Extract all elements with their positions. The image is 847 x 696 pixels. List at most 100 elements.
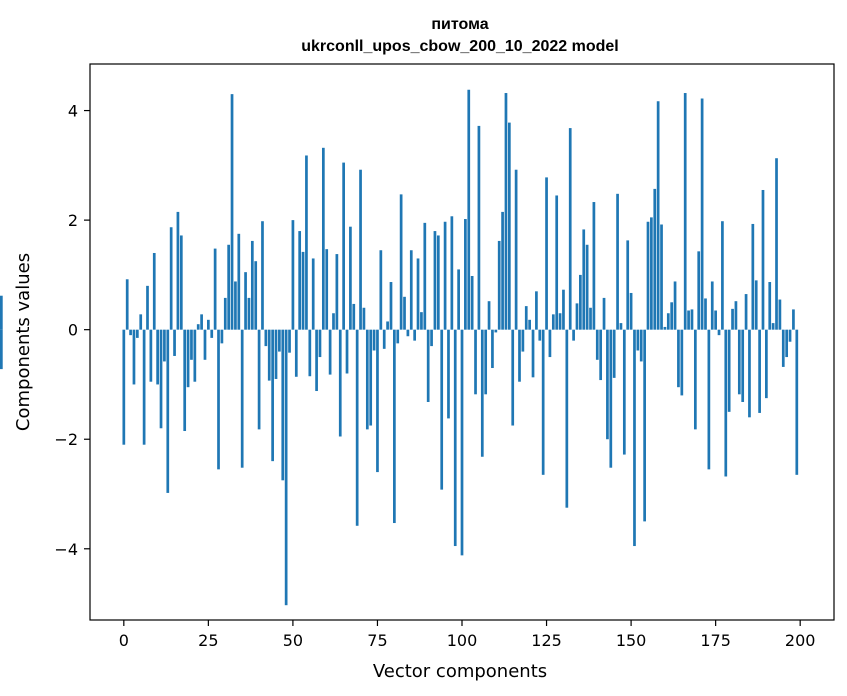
bar <box>609 329 613 468</box>
bar <box>562 289 565 330</box>
bar <box>433 231 437 330</box>
bar <box>555 195 559 330</box>
bar <box>622 329 626 455</box>
bar <box>376 329 379 473</box>
bar <box>369 329 373 426</box>
bar <box>179 235 183 330</box>
bar <box>409 250 413 330</box>
bar <box>132 329 136 385</box>
y-axis-label: Components values <box>13 253 34 431</box>
bar <box>528 319 531 330</box>
bar <box>629 292 633 330</box>
bar <box>308 329 312 377</box>
bar <box>420 312 423 330</box>
bar <box>470 275 474 330</box>
bar <box>650 217 653 330</box>
bar <box>606 329 609 440</box>
bar <box>558 313 562 330</box>
y-tick-label: −2 <box>54 430 78 449</box>
bar <box>210 329 214 338</box>
bar <box>450 216 454 330</box>
bar <box>491 329 494 369</box>
bar <box>721 221 724 330</box>
bar <box>788 329 792 342</box>
bar <box>298 231 302 330</box>
bar <box>423 222 427 330</box>
bar <box>761 189 765 330</box>
bar <box>480 329 484 457</box>
bar <box>666 313 670 330</box>
bar <box>203 329 207 360</box>
bar <box>474 329 477 395</box>
bar <box>413 329 417 341</box>
bar <box>152 252 156 330</box>
bar <box>737 329 741 395</box>
bar <box>734 301 738 330</box>
bar <box>778 299 782 330</box>
bar <box>484 329 488 395</box>
bar <box>514 169 518 330</box>
bar <box>359 169 362 330</box>
bar <box>589 307 592 330</box>
bar <box>795 329 799 475</box>
bar <box>281 329 285 481</box>
bar <box>754 280 758 330</box>
bar <box>447 329 450 419</box>
bar <box>122 329 126 445</box>
bar <box>223 297 227 330</box>
bar <box>278 329 281 352</box>
bar <box>626 240 630 330</box>
bar <box>612 329 616 378</box>
bar <box>362 307 366 330</box>
bar <box>585 244 589 330</box>
bar <box>518 329 521 382</box>
bar <box>332 313 335 330</box>
bar <box>656 101 660 330</box>
y-tick-label: −4 <box>54 540 78 559</box>
bar <box>142 329 146 445</box>
bar <box>673 281 677 330</box>
bar <box>771 323 775 330</box>
bar <box>460 329 464 556</box>
bar <box>633 329 636 547</box>
bar <box>0 295 3 330</box>
bar <box>183 329 187 432</box>
bar <box>240 329 244 468</box>
bar <box>318 329 322 358</box>
bar <box>548 329 552 358</box>
bar <box>575 303 579 330</box>
bar <box>193 329 197 382</box>
bar <box>467 89 471 330</box>
bar <box>186 329 190 388</box>
bar <box>342 162 345 330</box>
bar <box>217 329 220 470</box>
bar <box>264 329 268 347</box>
bar <box>166 329 170 493</box>
bar <box>352 303 356 330</box>
bar <box>396 329 400 344</box>
plot-frame <box>89 63 835 621</box>
bar <box>690 309 694 330</box>
x-tick-label: 125 <box>531 631 562 650</box>
bar <box>315 329 318 392</box>
bar <box>169 227 173 330</box>
bar <box>683 93 687 330</box>
bar <box>135 329 139 338</box>
bar <box>660 224 663 330</box>
bar <box>244 272 247 330</box>
bar <box>335 254 339 330</box>
bar <box>430 329 433 347</box>
bar <box>379 250 383 330</box>
bar <box>453 329 457 547</box>
bar <box>234 281 237 330</box>
bar <box>568 128 572 330</box>
bar <box>693 329 697 430</box>
bar <box>436 235 440 330</box>
bar <box>717 329 721 336</box>
x-tick-label: 25 <box>198 631 218 650</box>
x-axis-label: Vector components <box>373 661 547 682</box>
bars-group <box>0 89 799 606</box>
bar <box>541 329 545 475</box>
x-tick-label: 75 <box>367 631 387 650</box>
